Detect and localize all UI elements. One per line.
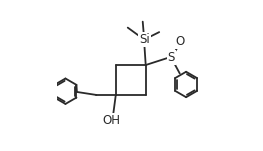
Text: S: S [168,51,175,64]
Text: Si: Si [139,33,150,46]
Text: O: O [175,35,185,48]
Text: OH: OH [102,114,120,127]
